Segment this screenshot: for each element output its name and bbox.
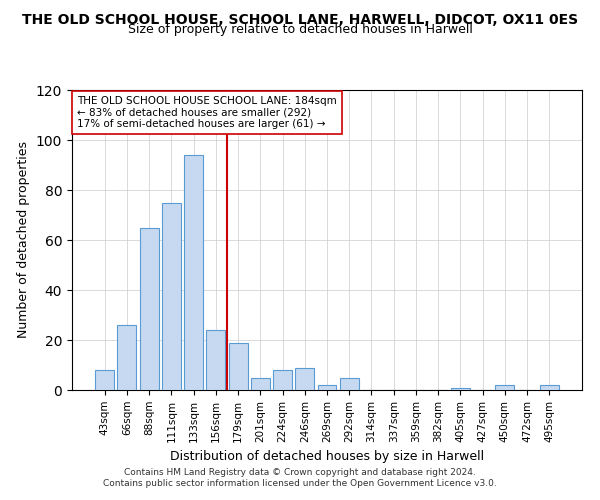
Bar [140, 228, 158, 390]
Bar [206, 330, 225, 390]
Bar [317, 385, 337, 390]
Bar [184, 155, 203, 390]
Bar [162, 202, 181, 390]
Bar [229, 342, 248, 390]
X-axis label: Distribution of detached houses by size in Harwell: Distribution of detached houses by size … [170, 450, 484, 463]
Bar [295, 368, 314, 390]
Bar [451, 388, 470, 390]
Bar [95, 370, 114, 390]
Bar [118, 325, 136, 390]
Text: THE OLD SCHOOL HOUSE, SCHOOL LANE, HARWELL, DIDCOT, OX11 0ES: THE OLD SCHOOL HOUSE, SCHOOL LANE, HARWE… [22, 12, 578, 26]
Bar [540, 385, 559, 390]
Y-axis label: Number of detached properties: Number of detached properties [17, 142, 31, 338]
Bar [273, 370, 292, 390]
Bar [496, 385, 514, 390]
Text: THE OLD SCHOOL HOUSE SCHOOL LANE: 184sqm
← 83% of detached houses are smaller (2: THE OLD SCHOOL HOUSE SCHOOL LANE: 184sqm… [77, 96, 337, 129]
Bar [251, 378, 270, 390]
Bar [340, 378, 359, 390]
Text: Size of property relative to detached houses in Harwell: Size of property relative to detached ho… [128, 22, 472, 36]
Text: Contains HM Land Registry data © Crown copyright and database right 2024.
Contai: Contains HM Land Registry data © Crown c… [103, 468, 497, 487]
